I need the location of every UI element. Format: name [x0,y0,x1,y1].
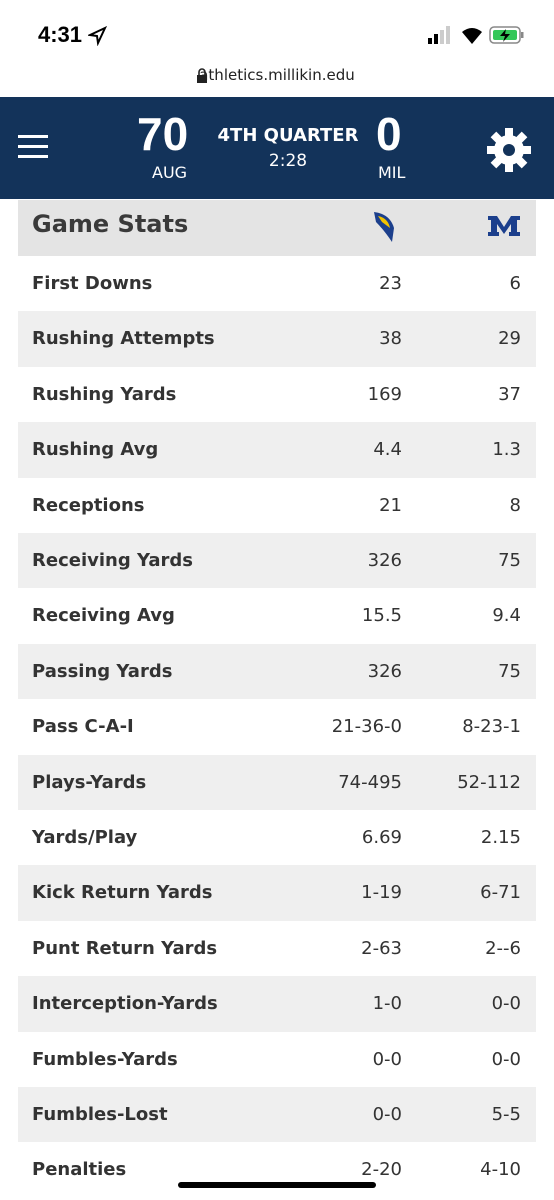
stat-value: 75 [498,660,521,682]
stat-value: 5-5 [491,1104,521,1125]
stat-label: Receiving Yards [32,550,193,571]
menu-button[interactable] [18,133,50,161]
stats-panel: Game Stats First Downs 23 6 Rushing Attempt… [18,200,536,1200]
stat-row: Punt Return Yards 2-63 2--6 [18,920,536,977]
stat-value: 38 [379,328,402,350]
stat-row: Rushing Avg 4.4 1.3 [18,422,536,478]
stat-label: Interception-Yards [32,993,218,1015]
stat-label: Fumbles-Lost [32,1104,168,1125]
stat-row: Rushing Yards 169 37 [18,366,536,423]
stat-row: Kick Return Yards 1-19 6-71 [18,865,536,921]
stat-row: Yards/Play 6.69 2.15 [18,810,536,866]
stat-value: 0-0 [491,1048,521,1070]
stats-title: Game Stats [32,210,189,238]
stat-value: 52-112 [457,771,521,793]
stat-value: 6.69 [361,827,402,848]
stat-row: Receiving Yards 326 75 [18,533,536,589]
stat-value: 326 [367,550,402,571]
stat-value: 21-36-0 [331,716,402,738]
stat-value: 1.3 [492,439,521,461]
stat-value: 23 [379,273,402,294]
stat-row: Passing Yards 326 75 [18,643,536,700]
stat-value: 326 [367,660,402,682]
stat-row: Penalties 2-20 4-10 [18,1142,536,1198]
settings-button[interactable] [486,127,532,173]
stat-row: Fumbles-Lost 0-0 5-5 [18,1087,536,1143]
stat-label: Plays-Yards [32,771,147,793]
stat-row: Rushing Attempts 38 29 [18,311,536,367]
stat-value: 4.4 [373,439,402,461]
home-team: AUG [152,163,188,182]
stat-label: Fumbles-Yards [32,1048,178,1070]
stat-value: 169 [367,383,402,405]
stat-row: Receptions 21 8 [18,477,536,533]
status-icons [428,26,524,44]
stat-label: Rushing Avg [32,439,159,461]
stat-value: 2-20 [361,1159,402,1181]
stats-header: Game Stats [18,200,536,256]
away-logo [488,216,520,236]
stat-label: Yards/Play [32,827,138,848]
stat-value: 8 [509,494,521,516]
stat-value: 9.4 [492,605,521,627]
stat-label: First Downs [32,273,153,294]
stat-label: Rushing Yards [32,383,177,405]
home-score: 70 [137,108,189,160]
stat-value: 0-0 [491,993,521,1015]
stat-label: Passing Yards [32,660,173,682]
home-logo [374,212,394,242]
period: 4TH QUARTER [217,125,359,146]
stat-label: Receiving Avg [32,605,175,627]
clock: 2:28 [268,151,308,171]
url[interactable]: athletics.millikin.edu [199,66,355,84]
lock-icon [197,68,207,83]
stat-value: 1-19 [361,882,402,904]
stat-value: 74-495 [338,771,402,793]
stat-value: 2.15 [480,827,521,848]
stat-label: Kick Return Yards [32,882,213,904]
stat-value: 15.5 [361,605,402,627]
location-icon [88,26,108,46]
home-indicator [178,1182,376,1188]
away-team: MIL [378,163,406,182]
stat-row: Pass C-A-I 21-36-0 8-23-1 [18,699,536,755]
stat-value: 2-63 [361,937,402,959]
status-time: 4:31 [38,22,83,47]
stat-value: 29 [498,328,521,350]
stat-value: 1-0 [372,993,402,1015]
stat-row: Plays-Yards 74-495 52-112 [18,754,536,810]
stat-row: First Downs 23 6 [18,256,536,312]
stat-value: 21 [379,494,402,516]
stat-value: 8-23-1 [462,716,521,738]
stat-value: 37 [498,383,521,405]
stat-label: Rushing Attempts [32,328,215,350]
stat-row: Fumbles-Yards 0-0 0-0 [18,1031,536,1087]
stat-label: Punt Return Yards [32,937,218,959]
stat-value: 2--6 [485,937,521,959]
stat-value: 75 [498,550,521,571]
stat-value: 4-10 [480,1159,521,1181]
stat-row: Receiving Avg 15.5 9.4 [18,588,536,644]
stat-label: Pass C-A-I [32,716,134,738]
stat-value: 0-0 [372,1048,402,1070]
stat-label: Penalties [32,1159,127,1181]
stat-label: Receptions [32,494,145,516]
stat-value: 6 [509,273,521,294]
away-score: 0 [376,108,402,160]
stat-row: Interception-Yards 1-0 0-0 [18,976,536,1032]
stat-value: 0-0 [372,1104,402,1125]
stat-value: 6-71 [480,882,521,904]
scoreboard: 70 AUG 4TH QUARTER 2:28 0 MIL [0,97,554,199]
